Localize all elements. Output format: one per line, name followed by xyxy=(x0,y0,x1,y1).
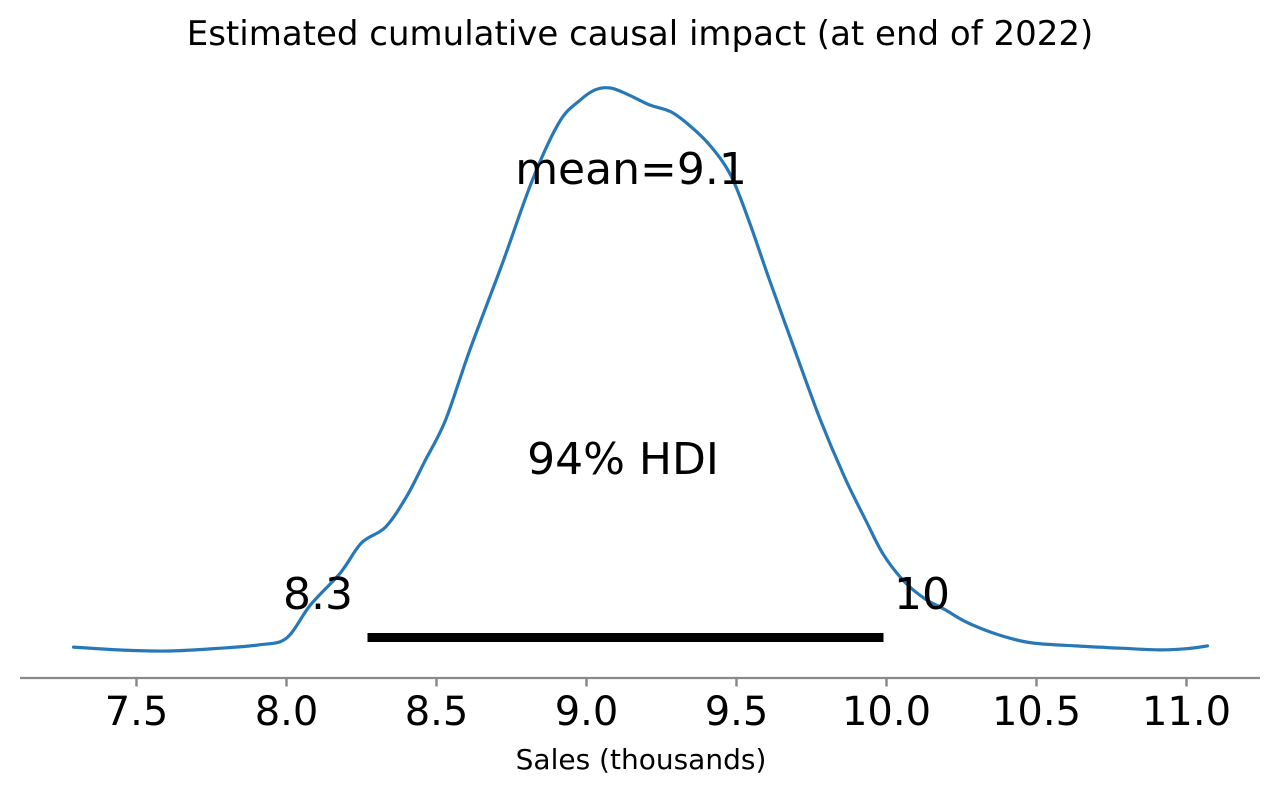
x-tick-label: 9.0 xyxy=(554,689,619,735)
mean-annotation: mean=9.1 xyxy=(515,144,747,195)
hdi-upper-bound-label: 10 xyxy=(894,569,950,620)
x-tick-label: 10.5 xyxy=(991,689,1082,735)
hdi-lower-bound-label: 8.3 xyxy=(283,569,353,620)
x-axis-label: Sales (thousands) xyxy=(515,743,767,776)
chart-title: Estimated cumulative causal impact (at e… xyxy=(186,14,1094,54)
x-tick-label: 8.5 xyxy=(404,689,469,735)
x-tick-label: 11.0 xyxy=(1141,689,1232,735)
x-tick-label: 8.0 xyxy=(254,689,319,735)
x-tick-label: 10.0 xyxy=(841,689,932,735)
density-curve xyxy=(71,86,1210,653)
x-tick-label: 7.5 xyxy=(104,689,169,735)
hdi-annotation: 94% HDI xyxy=(527,434,719,485)
x-tick-label: 9.5 xyxy=(704,689,769,735)
